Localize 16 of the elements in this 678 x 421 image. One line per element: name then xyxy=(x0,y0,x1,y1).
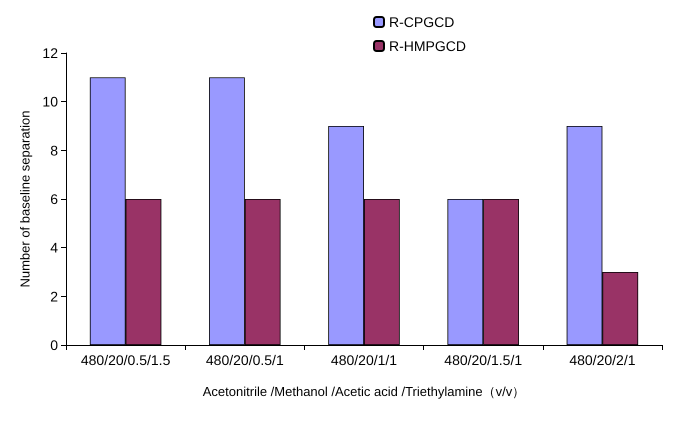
x-tick-label: 480/20/0.5/1.5 xyxy=(80,352,171,368)
y-tick-label: 6 xyxy=(50,191,58,207)
y-tick-label: 2 xyxy=(50,288,58,304)
y-tick-label: 10 xyxy=(42,94,58,110)
y-tick-label: 12 xyxy=(42,45,58,61)
y-tick-label: 4 xyxy=(50,240,58,256)
y-axis-title: Number of baseline separation xyxy=(18,110,33,288)
x-tick-label: 480/20/1/1 xyxy=(330,352,398,368)
x-tick-label: 480/20/1.5/1 xyxy=(444,352,522,368)
y-tick-label: 8 xyxy=(50,142,58,158)
x-tick-label: 480/20/0.5/1 xyxy=(206,352,284,368)
legend-label: R-CPGCD xyxy=(389,14,454,30)
y-tick-label: 0 xyxy=(50,337,58,353)
legend-label: R-HMPGCD xyxy=(389,38,466,54)
x-axis-title: Acetonitrile /Methanol /Acetic acid /Triethylamine（v/v） xyxy=(202,384,526,399)
x-tick-label: 480/20/2/1 xyxy=(569,352,636,368)
